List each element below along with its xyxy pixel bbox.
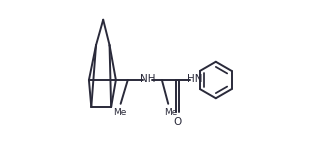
Text: Me: Me <box>113 108 127 117</box>
Text: HN: HN <box>187 74 202 84</box>
Text: Me: Me <box>164 108 177 117</box>
Text: O: O <box>174 117 182 127</box>
Text: NH: NH <box>140 74 155 84</box>
